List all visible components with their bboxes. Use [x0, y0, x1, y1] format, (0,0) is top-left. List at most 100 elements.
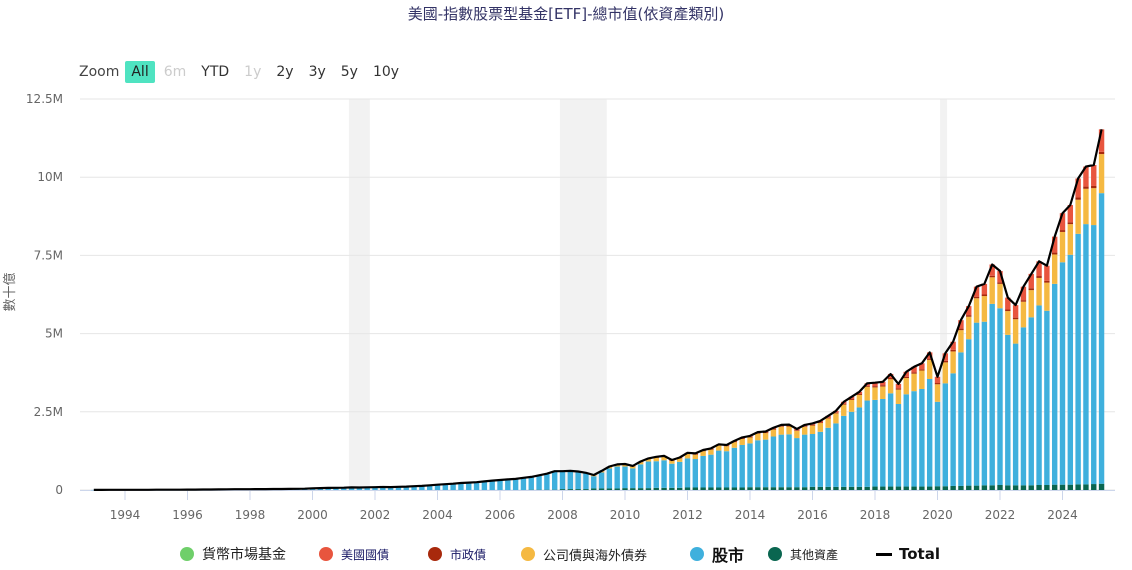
bar-segment — [708, 487, 714, 490]
bar-segment — [989, 485, 995, 490]
x-tick-label: 2004 — [422, 508, 453, 522]
bar-segment — [1098, 483, 1105, 490]
bar-segment — [747, 487, 753, 490]
zoom-1y-button[interactable]: 1y — [244, 64, 262, 80]
bar-segment — [794, 430, 800, 431]
bar-segment — [669, 487, 675, 490]
bar-segment — [708, 454, 714, 488]
recession-band — [348, 99, 370, 490]
legend-item-other-assets[interactable]: 其他資產 — [768, 542, 838, 566]
bar-segment — [966, 485, 972, 490]
bar-segment — [512, 478, 519, 490]
bar-segment — [1005, 311, 1011, 335]
bar-segment — [1020, 485, 1027, 490]
bar-segment — [661, 456, 667, 461]
y-tick-label: 0 — [55, 483, 63, 497]
zoom-ytd-button[interactable]: YTD — [201, 64, 230, 80]
bar-segment — [973, 286, 980, 297]
bar-segment — [895, 486, 902, 490]
bar-segment — [926, 486, 933, 490]
bar-segment — [856, 486, 863, 490]
bar-segment — [950, 349, 956, 352]
bar-segment — [895, 389, 902, 404]
bar-segment — [856, 394, 863, 408]
bar-segment — [817, 431, 824, 487]
bar-segment — [989, 275, 995, 278]
bar-segment — [364, 487, 370, 490]
bar-segment — [817, 486, 824, 490]
bar-segment — [926, 378, 933, 487]
x-tick-label: 2008 — [547, 508, 578, 522]
bar-segment — [989, 264, 995, 276]
legend-item-treasury[interactable]: 美國國債 — [319, 542, 389, 566]
bar-segment — [911, 486, 917, 490]
bar-segment — [762, 432, 769, 434]
bar-segment — [1083, 166, 1089, 187]
bar-segment — [1091, 165, 1097, 186]
zoom-all-button[interactable]: All — [125, 61, 155, 83]
bar-segment — [919, 486, 925, 490]
bar-segment — [801, 426, 808, 435]
bar-segment — [809, 425, 816, 435]
y-tick-label: 10M — [37, 170, 63, 184]
zoom-6m-button[interactable]: 6m — [163, 64, 187, 80]
bar-segment — [833, 413, 839, 424]
bar-segment — [919, 388, 925, 487]
recession-band — [559, 99, 607, 490]
bar-segment — [575, 472, 581, 490]
bar-segment — [1012, 317, 1019, 320]
bar-segment — [903, 376, 909, 379]
bar-segment — [887, 393, 894, 487]
bar-segment — [794, 430, 800, 439]
bar-segment — [778, 426, 784, 427]
bar-segment — [864, 400, 870, 487]
bar-segment — [684, 454, 691, 459]
bar-segment — [1036, 305, 1042, 485]
bar-segment — [676, 458, 683, 462]
bar-segment — [958, 328, 964, 331]
bar-segment — [841, 415, 847, 487]
x-tick-label: 2022 — [985, 508, 1016, 522]
bar-segment — [645, 461, 652, 489]
bar-segment — [778, 426, 784, 435]
zoom-5y-button[interactable]: 5y — [340, 64, 358, 80]
bar-segment — [778, 434, 784, 488]
bar-segment — [841, 486, 847, 490]
legend-item-corporate-foreign-bonds[interactable]: 公司債與海外債券 — [521, 542, 647, 566]
legend-item-equity[interactable]: 股市 — [690, 542, 744, 566]
bar-segment — [1098, 129, 1105, 152]
zoom-2y-button[interactable]: 2y — [276, 64, 294, 80]
bar-segment — [1083, 186, 1089, 189]
bar-segment — [887, 379, 894, 394]
bar-segment — [973, 322, 980, 486]
legend: 貨幣市場基金 美國國債 市政債 公司債與海外債券 股市 其他資產 Total — [0, 542, 1132, 566]
zoom-label: Zoom — [79, 64, 120, 80]
bar-segment — [567, 489, 574, 490]
bar-segment — [1083, 484, 1089, 490]
bar-segment — [958, 330, 964, 353]
bar-segment — [1083, 224, 1089, 485]
zoom-3y-button[interactable]: 3y — [308, 64, 326, 80]
bar-segment — [614, 466, 620, 489]
bar-segment — [926, 358, 933, 360]
bar-segment — [473, 482, 480, 490]
bar-segment — [950, 341, 956, 350]
bar-segment — [348, 487, 355, 490]
legend-item-money-market[interactable]: 貨幣市場基金 — [180, 542, 286, 566]
bar-segment — [1036, 276, 1042, 278]
bar-segment — [762, 487, 769, 490]
bar-segment — [1067, 484, 1074, 490]
bar-segment — [1067, 224, 1074, 255]
bar-segment — [934, 376, 941, 384]
legend-item-municipal[interactable]: 市政債 — [428, 542, 486, 566]
bar-segment — [825, 418, 831, 428]
legend-item-total[interactable]: Total — [876, 542, 940, 566]
bar-segment — [528, 477, 534, 490]
bar-segment — [880, 385, 886, 387]
zoom-10y-button[interactable]: 10y — [372, 64, 400, 80]
bar-segment — [817, 422, 824, 424]
x-tick-label: 2014 — [735, 508, 766, 522]
bar-segment — [684, 487, 691, 490]
bar-segment — [848, 411, 855, 487]
bar-segment — [794, 487, 800, 490]
